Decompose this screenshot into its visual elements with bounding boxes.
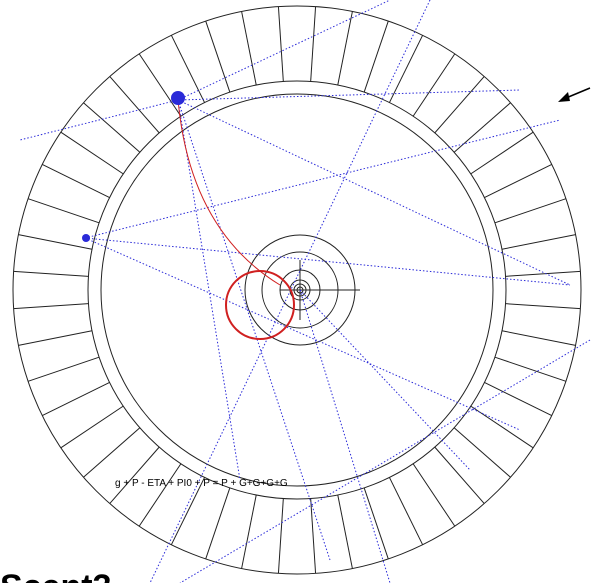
calorimeter-segment <box>206 21 230 92</box>
photon-track <box>178 100 570 285</box>
tracks <box>20 0 590 583</box>
calorimeter-segment <box>502 331 576 346</box>
photon-track <box>178 100 330 560</box>
photon-track <box>178 0 390 100</box>
calorimeter-segment <box>110 76 159 132</box>
calorimeter-segment <box>364 488 388 559</box>
calorimeter-segment <box>278 499 283 574</box>
calorimeter-segment <box>454 428 510 477</box>
calorimeter-segment <box>42 164 109 197</box>
photon-track <box>300 290 470 470</box>
calorimeter-segment <box>18 235 92 250</box>
calorimeter-segment <box>83 103 139 152</box>
arrow <box>566 88 590 98</box>
calorimeter-segment <box>435 447 484 503</box>
calorimeter-segment <box>484 164 551 197</box>
calorimeter-segment <box>338 495 353 569</box>
event-display: g + P - ETA + PI0 + P = P + G+G+G+G Scen… <box>0 0 593 583</box>
calorimeter-segment <box>206 488 230 559</box>
calorimeter-segment <box>18 331 92 346</box>
photon-track <box>178 100 240 480</box>
calorimeter-segment <box>435 76 484 132</box>
calorimeter-segment <box>413 464 455 526</box>
shower <box>82 234 90 242</box>
calorimeter-segment <box>454 103 510 152</box>
photon-track <box>20 100 178 140</box>
calorimeter-segment <box>413 54 455 116</box>
calorimeter-segment <box>242 495 257 569</box>
arrow-head <box>558 92 570 102</box>
calorimeter-segment <box>495 199 566 223</box>
calorimeter-segment <box>389 477 422 544</box>
charged-track <box>178 100 280 285</box>
calorimeter-segment <box>139 54 181 116</box>
shower <box>171 91 185 105</box>
calorimeter-segment <box>364 21 388 92</box>
calorimeter-segment <box>338 11 353 85</box>
photon-track <box>180 340 590 583</box>
calorimeter-segment <box>311 7 316 82</box>
caption: Scent3 <box>0 568 112 583</box>
calorimeter-segment <box>110 447 159 503</box>
calorimeter-segment <box>471 132 533 174</box>
calorimeter-segment <box>42 382 109 415</box>
calorimeter-segment <box>28 357 99 381</box>
calorimeter-segment <box>28 199 99 223</box>
calorimeter-segment <box>139 464 181 526</box>
photon-track <box>85 120 560 238</box>
calorimeter-segment <box>14 271 89 276</box>
photon-track <box>85 238 520 430</box>
photon-track <box>150 0 430 583</box>
calorimeter-segment <box>502 235 576 250</box>
calorimeter-segment <box>278 7 283 82</box>
calorimeter-segment <box>484 382 551 415</box>
calorimeter-segment <box>242 11 257 85</box>
calorimeter-segment <box>83 428 139 477</box>
calorimeter-segment <box>61 132 123 174</box>
detector <box>13 6 581 574</box>
event-label: g + P - ETA + PI0 + P = P + G+G+G+G <box>115 478 288 489</box>
photon-track <box>85 238 570 285</box>
calorimeter-segment <box>14 304 89 309</box>
calorimeter-segment <box>506 304 581 309</box>
calorimeter-segment <box>61 406 123 448</box>
calorimeter-segment <box>389 35 422 102</box>
calorimeter-segment <box>495 357 566 381</box>
